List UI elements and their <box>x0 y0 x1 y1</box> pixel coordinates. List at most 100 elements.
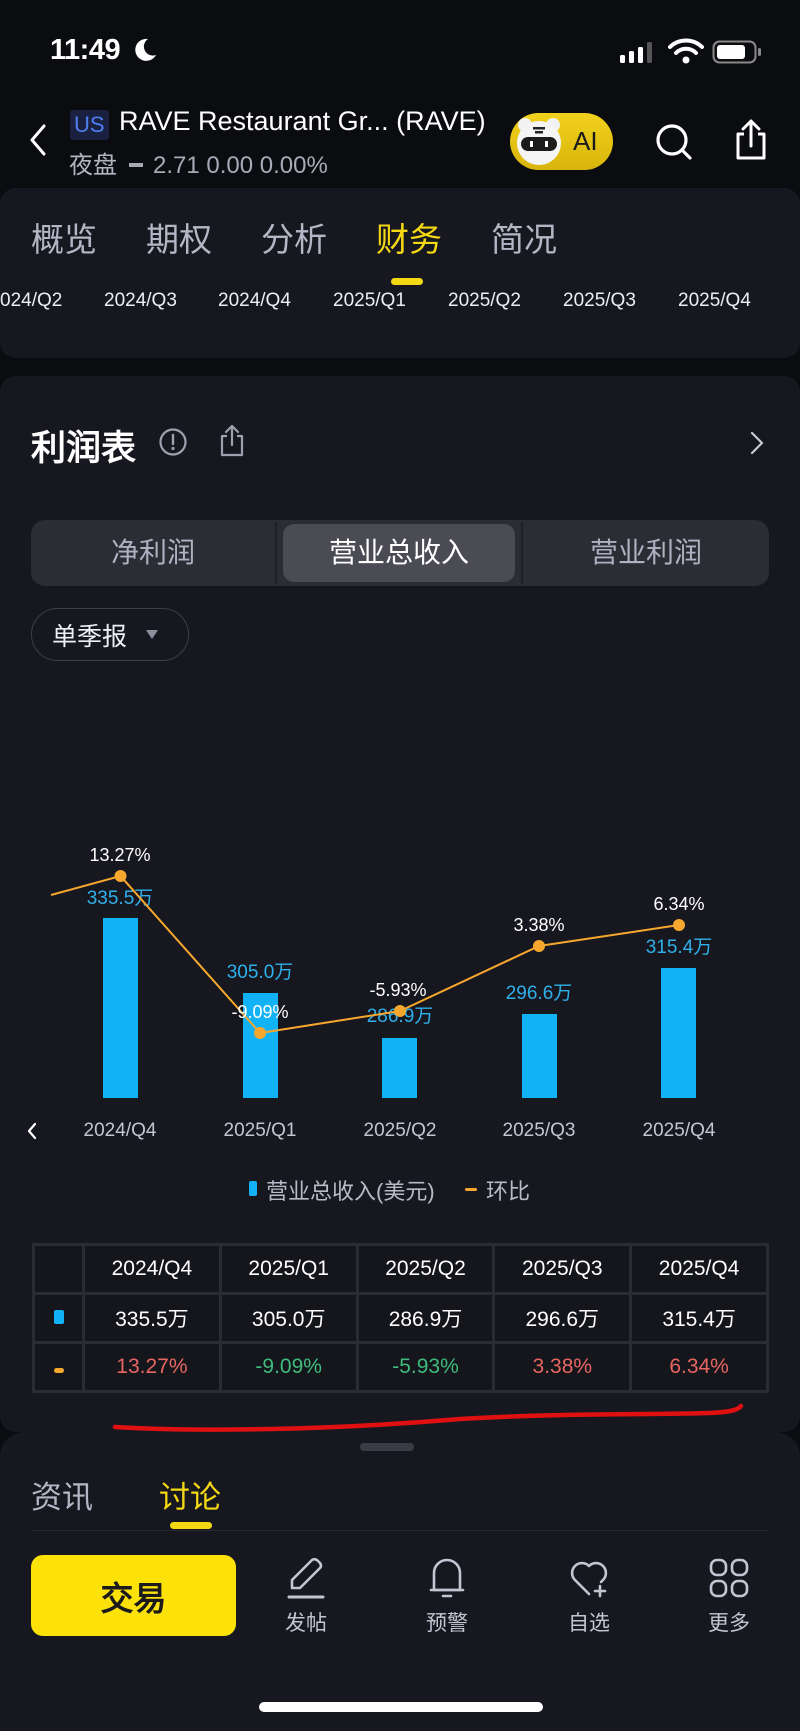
more-label: 更多 <box>708 1612 750 1635</box>
table-corner <box>35 1246 82 1292</box>
segment-divider <box>521 522 523 584</box>
session-label: 夜盘 <box>69 152 117 179</box>
quarter-item[interactable]: 2025/Q4 <box>678 290 751 311</box>
x-axis-label: 2024/Q4 <box>83 1120 157 1141</box>
tabs-card <box>0 188 800 358</box>
info-icon[interactable] <box>158 427 188 457</box>
price-change: 0.00 <box>206 152 254 179</box>
bar-value-label: 335.5万 <box>87 888 154 909</box>
bar-value-label: 305.0万 <box>227 962 294 983</box>
tab-financials[interactable]: 财务 <box>376 221 442 258</box>
table-cell: 286.9万 <box>358 1295 493 1341</box>
bar-value-label: 315.4万 <box>646 937 713 958</box>
table-header: 2025/Q2 <box>358 1246 493 1292</box>
qoq-value-label: 13.27% <box>89 845 150 865</box>
revenue-chart: 335.5万 305.0万 286.9万 296.6万 315.4万 13.27… <box>50 845 713 1098</box>
tab-discussion[interactable]: 讨论 <box>159 1480 221 1515</box>
bar-2025-q1[interactable] <box>243 993 278 1098</box>
qoq-points <box>114 870 685 1039</box>
status-time: 11:49 <box>50 34 121 66</box>
heart-plus-icon[interactable] <box>567 1556 611 1600</box>
home-indicator[interactable] <box>259 1702 543 1712</box>
quarter-item[interactable]: 2025/Q1 <box>333 290 406 311</box>
quarter-item[interactable]: 024/Q2 <box>0 290 63 311</box>
qoq-line <box>50 874 680 1035</box>
revenue-bars <box>103 918 696 1098</box>
bar-2025-q3[interactable] <box>522 1014 557 1098</box>
period-dropdown[interactable] <box>31 608 189 661</box>
stock-title: RAVE Restaurant Gr... (RAVE) <box>119 106 486 136</box>
flat-indicator <box>129 162 143 167</box>
quarter-item[interactable]: 2025/Q3 <box>563 290 636 311</box>
quote-line: 夜盘 2.71 0.00 0.00% <box>69 145 328 180</box>
period-dropdown-label: 单季报 <box>52 623 128 651</box>
post-label: 发帖 <box>285 1612 327 1635</box>
card-title: 利润表 <box>31 429 137 468</box>
watchlist-label: 自选 <box>568 1612 610 1635</box>
ai-label: AI <box>573 126 598 156</box>
caret-down-icon <box>146 630 158 639</box>
trade-button-label: 交易 <box>100 1580 167 1617</box>
price-change-pct: 0.00% <box>259 152 328 179</box>
share-icon[interactable] <box>218 424 246 458</box>
chevron-right-icon[interactable] <box>749 430 765 456</box>
legend-line-swatch <box>465 1188 477 1191</box>
segment-operating-profit[interactable]: 营业利润 <box>589 537 702 568</box>
search-icon[interactable] <box>652 120 696 164</box>
tab-profile[interactable]: 简况 <box>491 221 557 258</box>
active-tab-indicator <box>170 1522 212 1529</box>
x-axis-label: 2025/Q2 <box>363 1120 437 1141</box>
table-row-qoq: 13.27% -9.09% -5.93% 3.38% 6.34% <box>35 1344 766 1390</box>
table-row-revenue: 335.5万 305.0万 286.9万 296.6万 315.4万 <box>35 1295 766 1341</box>
bar-swatch-icon <box>53 1310 64 1324</box>
tab-options[interactable]: 期权 <box>146 221 212 258</box>
pencil-icon[interactable] <box>284 1556 328 1600</box>
back-chevron-icon[interactable] <box>26 122 50 158</box>
quarter-item[interactable]: 2024/Q3 <box>104 290 177 311</box>
bar-2024-q4[interactable] <box>103 918 138 1098</box>
quarter-item[interactable]: 2024/Q4 <box>218 290 291 311</box>
quarter-item[interactable]: 2025/Q2 <box>448 290 521 311</box>
sheet-drag-handle[interactable] <box>360 1443 414 1451</box>
grid-icon[interactable] <box>707 1556 751 1600</box>
bell-icon[interactable] <box>425 1556 469 1600</box>
table-cell: 335.5万 <box>85 1295 219 1341</box>
wifi-icon <box>668 38 704 64</box>
table-cell: 13.27% <box>85 1344 219 1390</box>
table-cell: -5.93% <box>358 1344 493 1390</box>
tab-news[interactable]: 资讯 <box>31 1480 93 1515</box>
x-axis-label: 2025/Q4 <box>642 1120 716 1141</box>
price: 2.71 <box>153 152 200 179</box>
table-cell: -9.09% <box>221 1344 356 1390</box>
bar-value-label: 296.6万 <box>506 983 573 1004</box>
trade-button[interactable] <box>31 1555 236 1636</box>
legend-qoq[interactable]: 环比 <box>486 1179 531 1204</box>
qoq-value-label: -5.93% <box>369 980 426 1000</box>
legend-bar-swatch <box>249 1181 257 1196</box>
bar-2025-q2[interactable] <box>382 1038 417 1098</box>
tab-overview[interactable]: 概览 <box>31 221 97 258</box>
table-cell: 6.34% <box>632 1344 766 1390</box>
qoq-value-label: 3.38% <box>513 915 564 935</box>
red-annotation-stroke <box>112 1403 744 1432</box>
cellular-signal-icon <box>620 42 652 63</box>
data-table: 2024/Q4 2025/Q1 2025/Q2 2025/Q3 2025/Q4 … <box>32 1243 769 1393</box>
segment-total-revenue[interactable]: 营业总收入 <box>328 537 469 568</box>
chevron-left-icon[interactable] <box>24 1120 40 1142</box>
segment-active-highlight <box>283 524 515 582</box>
table-cell: 305.0万 <box>221 1295 356 1341</box>
tab-analysis[interactable]: 分析 <box>261 221 327 258</box>
qoq-value-label: 6.34% <box>653 894 704 914</box>
legend-revenue[interactable]: 营业总收入(美元) <box>266 1179 435 1204</box>
qoq-value-label: -9.09% <box>231 1002 288 1022</box>
table-cell: 3.38% <box>495 1344 630 1390</box>
alert-label: 预警 <box>426 1612 468 1635</box>
table-cell: 315.4万 <box>632 1295 766 1341</box>
share-icon[interactable] <box>731 118 771 162</box>
x-axis-label: 2025/Q3 <box>502 1120 576 1141</box>
bar-2025-q4[interactable] <box>661 968 696 1098</box>
row-swatch <box>35 1344 82 1390</box>
active-tab-indicator <box>391 278 423 285</box>
segment-net-profit[interactable]: 净利润 <box>110 537 195 568</box>
line-swatch-icon <box>53 1368 64 1373</box>
